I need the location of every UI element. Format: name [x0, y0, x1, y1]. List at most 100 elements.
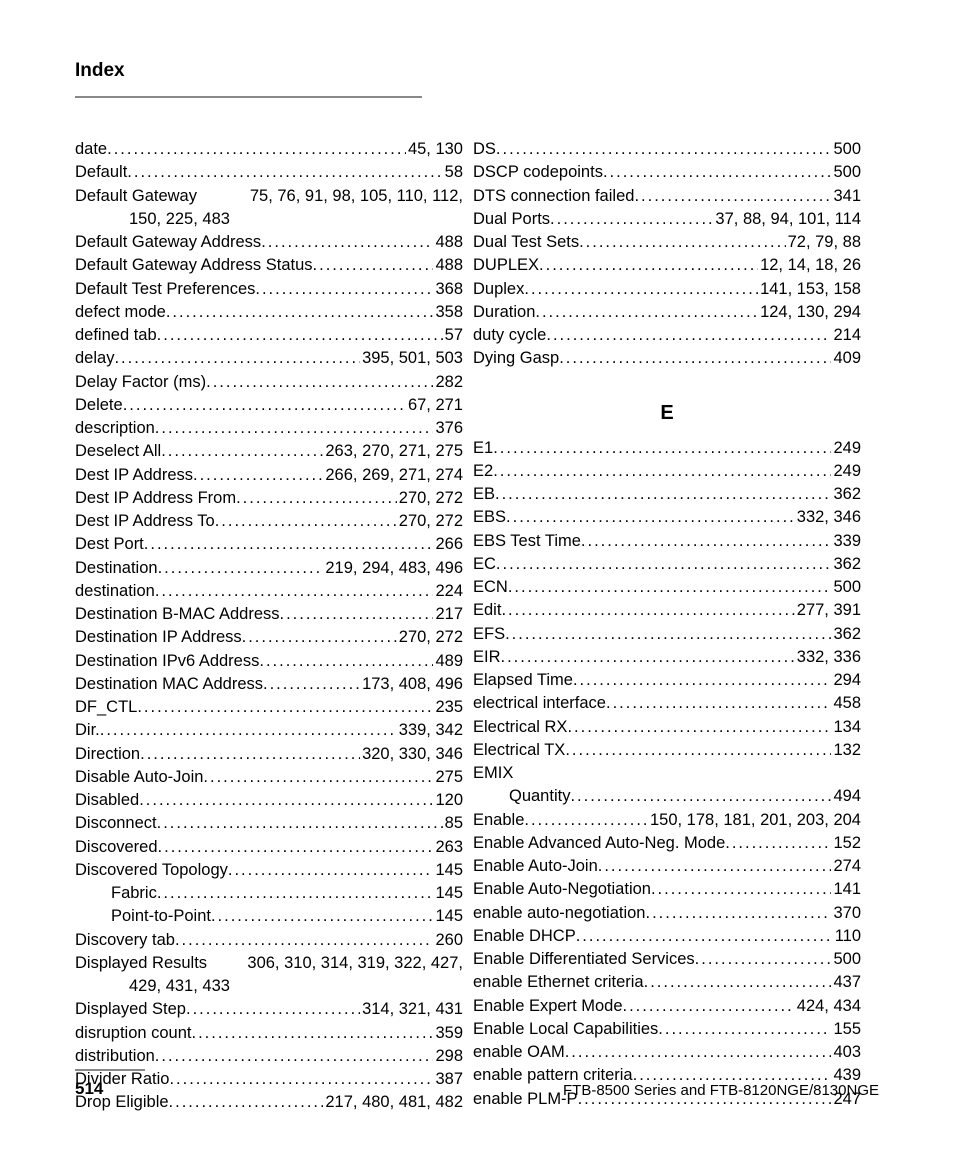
index-term: Enable Differentiated Services [473, 948, 695, 971]
leader-dots [137, 696, 433, 719]
index-pages: 359 [433, 1022, 463, 1045]
index-pages: 141, 153, 158 [758, 278, 861, 301]
index-pages: 145 [433, 859, 463, 882]
leader-dots [280, 603, 434, 626]
right-column-d: DS 500DSCP codepoints 500DTS connection … [473, 138, 861, 371]
index-term: Deselect All [75, 440, 161, 463]
index-term: enable OAM [473, 1041, 565, 1064]
index-pages: 75, 76, 91, 98, 105, 110, 112, [248, 185, 463, 208]
index-entry-continuation: 429, 431, 433 [75, 975, 463, 998]
index-term: DUPLEX [473, 254, 539, 277]
index-term: Displayed Results [75, 952, 207, 975]
leader-dots [206, 371, 433, 394]
leader-dots [215, 510, 397, 533]
leader-dots [114, 347, 360, 370]
leader-dots [524, 809, 648, 832]
index-term: DSCP codepoints [473, 161, 603, 184]
leader-dots [259, 650, 433, 673]
leader-dots [263, 673, 360, 696]
index-pages: 341 [831, 185, 861, 208]
index-entry: DUPLEX 12, 14, 18, 26 [473, 254, 861, 277]
index-term: Enable Auto-Join [473, 855, 598, 878]
leader-dots [567, 716, 831, 739]
index-pages: 332, 346 [795, 506, 861, 529]
index-entry: ECN 500 [473, 576, 861, 599]
index-pages: 368 [433, 278, 463, 301]
leader-dots [501, 646, 795, 669]
index-term: Delay Factor (ms) [75, 371, 206, 394]
index-term: EBS [473, 506, 506, 529]
page-title: Index [75, 60, 879, 82]
index-term: Direction [75, 743, 140, 766]
index-entry: Dest IP Address From 270, 272 [75, 487, 463, 510]
leader-dots [236, 487, 397, 510]
index-pages: 260 [433, 929, 463, 952]
index-pages: 249 [831, 460, 861, 483]
leader-dots [576, 925, 833, 948]
index-pages: 120 [433, 789, 463, 812]
leader-dots [139, 789, 433, 812]
index-entry: DSCP codepoints 500 [473, 161, 861, 184]
index-pages: 500 [831, 576, 861, 599]
index-pages: 173, 408, 496 [360, 673, 463, 696]
leader-dots [559, 347, 831, 370]
index-term: EIR [473, 646, 501, 669]
index-entry: enable OAM 403 [473, 1041, 861, 1064]
index-entry: E2 249 [473, 460, 861, 483]
index-entry: Electrical TX 132 [473, 739, 861, 762]
index-pages: 339, 342 [397, 719, 463, 742]
index-term: Point-to-Point [111, 905, 211, 928]
index-pages: 403 [831, 1041, 861, 1064]
index-term: Enable DHCP [473, 925, 576, 948]
index-term: defined tab [75, 324, 157, 347]
index-term: date [75, 138, 107, 161]
index-entry: E1 249 [473, 437, 861, 460]
index-pages: 145 [433, 905, 463, 928]
index-pages: 270, 272 [397, 487, 463, 510]
index-pages: 294 [831, 669, 861, 692]
leader-dots [524, 278, 758, 301]
leader-dots [166, 301, 434, 324]
index-pages: 67, 271 [406, 394, 463, 417]
leader-dots [493, 437, 831, 460]
index-term: Discovery tab [75, 929, 175, 952]
index-entry: Duplex 141, 153, 158 [473, 278, 861, 301]
index-term: Discovered [75, 836, 158, 859]
index-term: Discovered Topology [75, 859, 228, 882]
index-entry: Direction 320, 330, 346 [75, 743, 463, 766]
document-id: FTB-8500 Series and FTB-8120NGE/8130NGE [563, 1082, 879, 1099]
leader-dots [242, 626, 397, 649]
index-pages: 332, 336 [795, 646, 861, 669]
index-term: disruption count [75, 1022, 192, 1045]
index-pages: 217 [433, 603, 463, 626]
index-pages: 358 [433, 301, 463, 324]
index-entry: Displayed Step 314, 321, 431 [75, 998, 463, 1021]
index-entry: Dest Port 266 [75, 533, 463, 556]
index-entry: enable Ethernet criteria 437 [473, 971, 861, 994]
leader-dots [140, 743, 360, 766]
leader-dots [606, 692, 831, 715]
index-pages: 155 [831, 1018, 861, 1041]
index-entry: enable auto-negotiation 370 [473, 902, 861, 925]
index-pages: 235 [433, 696, 463, 719]
index-entry: Dest IP Address To 270, 272 [75, 510, 463, 533]
index-entry: DS 500 [473, 138, 861, 161]
leader-dots [603, 161, 832, 184]
index-entry: Enable Local Capabilities 155 [473, 1018, 861, 1041]
leader-dots [535, 301, 758, 324]
leader-dots [570, 785, 831, 808]
leader-dots [211, 905, 434, 928]
index-entry: distribution 298 [75, 1045, 463, 1068]
leader-dots [579, 231, 786, 254]
index-pages: 282 [433, 371, 463, 394]
leader-dots [623, 995, 795, 1018]
leader-dots [155, 417, 434, 440]
index-pages: 270, 272 [397, 510, 463, 533]
index-pages: 37, 88, 94, 101, 114 [713, 208, 861, 231]
index-pages: 58 [443, 161, 463, 184]
leader-dots [495, 483, 831, 506]
leader-dots [157, 324, 443, 347]
index-pages: 362 [831, 553, 861, 576]
leader-dots [658, 1018, 831, 1041]
index-entry: Enable Advanced Auto-Neg. Mode 152 [473, 832, 861, 855]
